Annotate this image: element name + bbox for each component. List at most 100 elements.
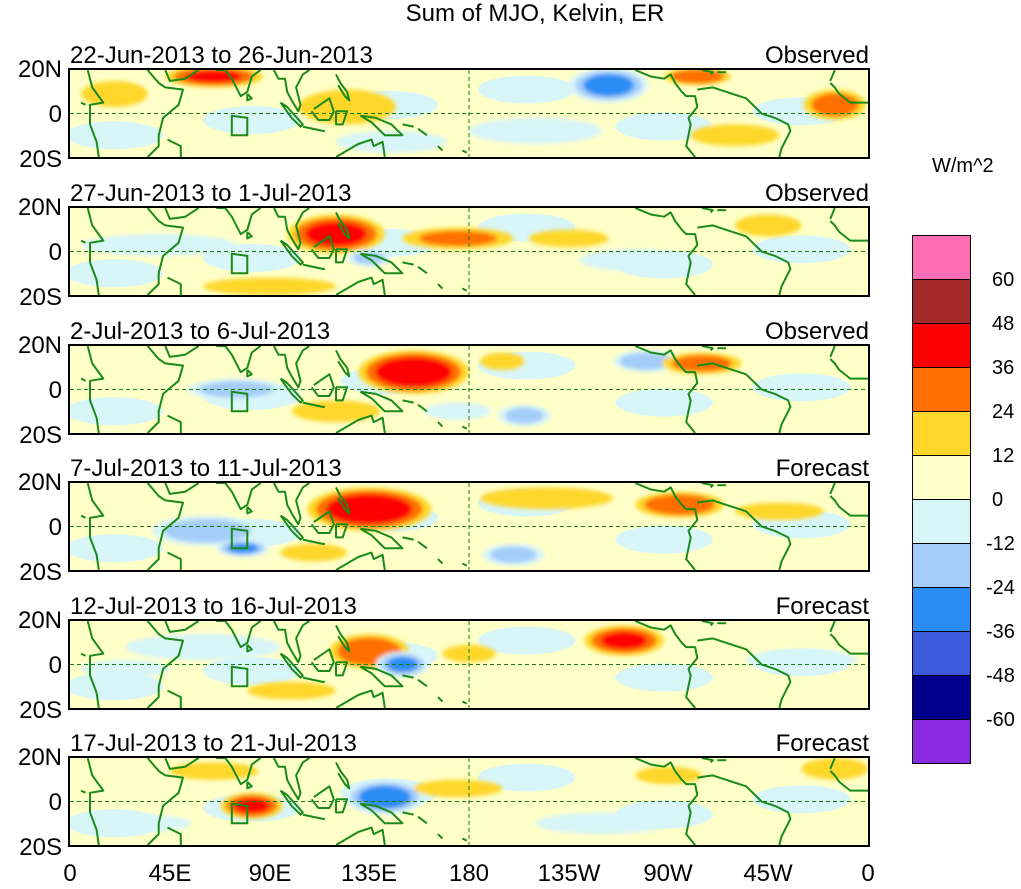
anomaly-weak-negative — [70, 534, 164, 563]
coastline — [697, 362, 792, 433]
coastline — [302, 125, 325, 132]
coastline — [86, 758, 105, 845]
map-svg — [70, 758, 868, 845]
coastline — [216, 346, 262, 374]
index-region-box — [230, 390, 249, 413]
coastline — [86, 70, 105, 157]
coastline — [634, 483, 699, 570]
colorbar-swatch — [912, 499, 971, 544]
coastline — [146, 758, 184, 845]
coastline — [461, 149, 468, 154]
coastline — [80, 239, 86, 244]
coastline — [697, 86, 792, 157]
anomaly-weak-negative — [70, 397, 164, 426]
anomaly-weak-negative — [477, 763, 576, 792]
coastline — [146, 346, 184, 433]
ylabel-20n: 20N — [17, 194, 62, 221]
panel-4-period: 7-Jul-2013 to 11-Jul-2013 — [70, 455, 342, 482]
map-svg — [70, 70, 868, 157]
coastline — [335, 826, 386, 845]
colorbar-swatch — [912, 719, 971, 764]
anomaly-negative — [336, 130, 447, 153]
ylabel-20n: 20N — [17, 469, 62, 496]
coastline — [310, 373, 335, 397]
ylabel-0: 0 — [48, 101, 62, 128]
panel-3-period: 2-Jul-2013 to 6-Jul-2013 — [70, 318, 331, 345]
coastline — [417, 540, 428, 550]
coastline — [335, 798, 349, 814]
ylabel-20s: 20S — [19, 559, 62, 586]
coastline — [402, 674, 414, 679]
coastline — [461, 562, 468, 567]
coastline — [273, 70, 310, 113]
coastline — [634, 758, 699, 845]
coastline — [146, 70, 184, 157]
coastline — [310, 785, 335, 809]
coastline — [310, 510, 335, 534]
anomaly-positive — [735, 502, 824, 520]
coastline — [146, 483, 184, 570]
coastline — [246, 781, 253, 790]
coastline — [437, 421, 444, 428]
xlabel-90w: 90W — [643, 860, 693, 887]
colorbar-label: -36 — [986, 621, 1015, 643]
coastline — [335, 248, 349, 264]
colorbar-label: 60 — [992, 269, 1015, 291]
ylabel-20s: 20S — [19, 284, 62, 311]
coastline — [310, 648, 335, 672]
ylabel-0: 0 — [48, 239, 62, 266]
coastline — [279, 514, 304, 541]
coastline — [437, 283, 444, 290]
coastline — [417, 815, 428, 825]
anomaly-negative — [199, 381, 274, 398]
panel-4-type: Forecast — [775, 455, 869, 482]
coastline — [80, 652, 86, 657]
coastline — [216, 483, 262, 511]
anomaly-positive — [247, 681, 336, 700]
map-svg — [70, 346, 868, 433]
coastline — [402, 811, 414, 816]
anomaly-weak-negative — [752, 373, 851, 402]
coastline — [164, 208, 200, 220]
anomaly-negative — [81, 234, 237, 256]
coastline — [829, 770, 868, 792]
anomaly-weak-negative — [615, 525, 713, 554]
coastline — [167, 826, 182, 845]
coastline — [402, 399, 414, 404]
coastline — [335, 414, 386, 433]
coastline — [302, 401, 325, 408]
colorbar-swatch — [912, 587, 971, 632]
xlabel-135w: 135W — [537, 860, 601, 887]
map-panel-5 — [68, 619, 870, 710]
xlabel-180: 180 — [448, 860, 490, 887]
coastline — [335, 624, 351, 653]
anomaly-negative — [619, 352, 674, 370]
ylabel-20s: 20S — [19, 422, 62, 449]
anomaly-positive — [326, 494, 413, 525]
coastline — [167, 414, 182, 433]
anomaly-negative — [358, 785, 411, 809]
xlabel-90e: 90E — [248, 860, 292, 887]
coastline — [246, 644, 253, 653]
coastline — [86, 483, 105, 570]
coastline — [335, 523, 349, 539]
coastline — [310, 97, 335, 121]
anomaly-positive — [280, 543, 348, 562]
anomaly-weak-negative — [477, 626, 576, 655]
anomaly-positive — [233, 798, 270, 814]
coastline — [461, 700, 468, 705]
colorbar-label: 48 — [992, 313, 1015, 335]
colorbar-label: -60 — [986, 709, 1015, 731]
coastline — [417, 265, 428, 275]
coastline — [634, 70, 699, 157]
colorbar-label: 24 — [992, 401, 1015, 423]
anomaly-positive — [644, 494, 715, 516]
anomaly-positive — [298, 89, 396, 125]
panel-1-period: 22-Jun-2013 to 26-Jun-2013 — [70, 42, 373, 69]
map-panel-3 — [68, 344, 870, 435]
colorbar-label: -24 — [986, 577, 1015, 599]
xlabel-0: 0 — [63, 860, 77, 887]
colorbar-swatch — [912, 323, 971, 368]
colorbar-swatch — [912, 455, 971, 500]
index-region-box — [230, 527, 249, 550]
